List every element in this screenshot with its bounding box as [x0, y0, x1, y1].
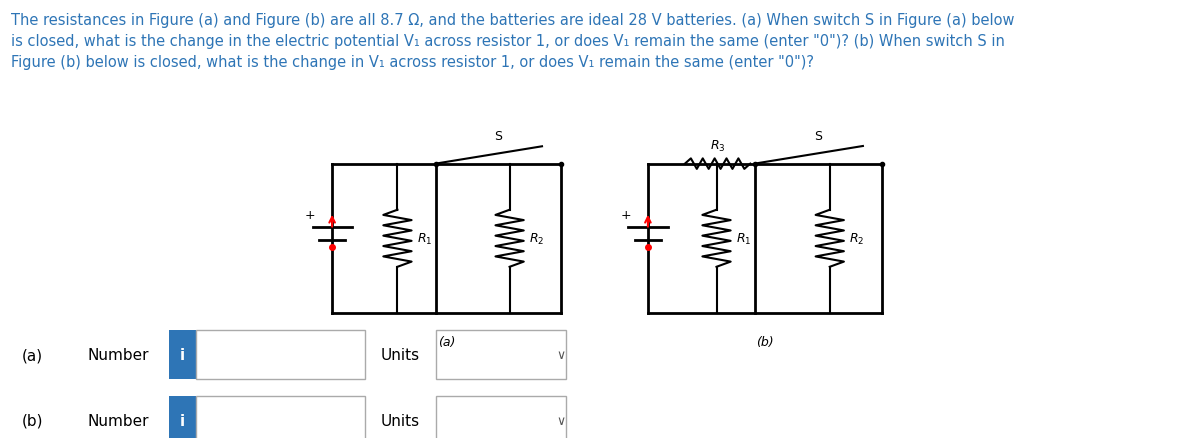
Text: S: S	[815, 129, 823, 142]
FancyBboxPatch shape	[436, 396, 566, 438]
FancyBboxPatch shape	[197, 396, 365, 438]
Text: Units: Units	[381, 347, 420, 362]
FancyBboxPatch shape	[169, 331, 197, 379]
Text: $R_1$: $R_1$	[736, 231, 752, 246]
Text: The resistances in Figure (a) and Figure (b) are all 8.7 Ω, and the batteries ar: The resistances in Figure (a) and Figure…	[11, 13, 1015, 70]
FancyBboxPatch shape	[197, 331, 365, 379]
Text: (b): (b)	[21, 413, 44, 428]
Text: Number: Number	[88, 413, 149, 428]
Text: i: i	[180, 347, 185, 362]
Text: $R_2$: $R_2$	[529, 231, 545, 246]
Text: (a): (a)	[21, 347, 43, 362]
Text: Number: Number	[88, 347, 149, 362]
Text: (a): (a)	[438, 335, 455, 348]
Text: Units: Units	[381, 413, 420, 428]
FancyBboxPatch shape	[169, 396, 197, 438]
Text: ∨: ∨	[556, 414, 565, 427]
Text: i: i	[180, 413, 185, 428]
Text: S: S	[494, 129, 502, 142]
Text: $R_3$: $R_3$	[710, 138, 726, 153]
FancyBboxPatch shape	[436, 331, 566, 379]
Text: +: +	[305, 208, 316, 221]
Text: +: +	[620, 208, 631, 221]
Text: $R_1$: $R_1$	[417, 231, 432, 246]
Text: (b): (b)	[757, 335, 774, 348]
Text: ∨: ∨	[556, 348, 565, 361]
Text: $R_2$: $R_2$	[849, 231, 864, 246]
